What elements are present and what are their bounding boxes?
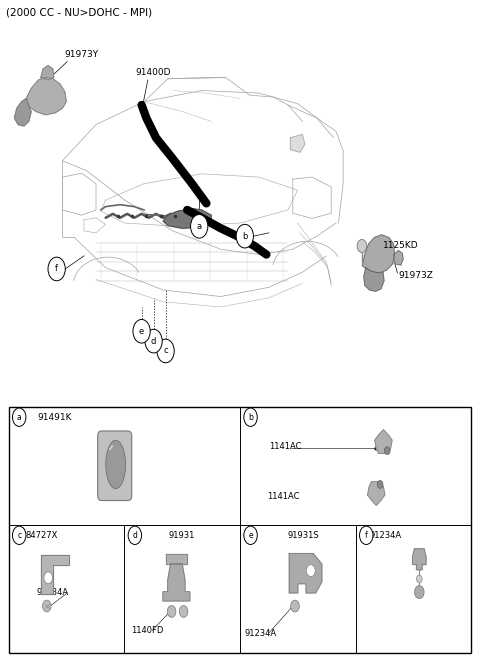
Text: f: f [55, 264, 58, 274]
Ellipse shape [106, 440, 126, 489]
Text: 91400D: 91400D [136, 68, 171, 77]
Text: (2000 CC - NU>DOHC - MPI): (2000 CC - NU>DOHC - MPI) [6, 8, 152, 18]
Circle shape [236, 224, 253, 248]
Text: 1141AC: 1141AC [267, 492, 300, 501]
Circle shape [179, 605, 188, 617]
Text: e: e [139, 327, 144, 336]
Text: b: b [242, 232, 248, 241]
Text: 91931S: 91931S [288, 531, 319, 541]
Circle shape [360, 526, 373, 544]
Circle shape [128, 526, 142, 544]
Polygon shape [364, 268, 384, 291]
Text: 91973Z: 91973Z [398, 271, 433, 280]
Text: 91973Y: 91973Y [64, 50, 99, 59]
Text: 84727X: 84727X [25, 531, 58, 541]
Text: a: a [197, 222, 202, 231]
Text: c: c [163, 346, 168, 356]
Circle shape [307, 565, 315, 577]
Circle shape [384, 447, 390, 455]
Circle shape [291, 600, 300, 612]
Text: b: b [248, 413, 253, 422]
Circle shape [377, 480, 383, 488]
Polygon shape [289, 554, 322, 593]
Polygon shape [163, 564, 190, 601]
Polygon shape [166, 554, 187, 564]
Text: e: e [248, 531, 253, 540]
Text: 1125KD: 1125KD [383, 241, 419, 251]
Text: 1141AC: 1141AC [269, 442, 301, 451]
Text: a: a [17, 413, 22, 422]
Circle shape [12, 526, 26, 544]
Text: 91491K: 91491K [37, 413, 72, 422]
Circle shape [167, 605, 176, 617]
Polygon shape [394, 251, 403, 265]
Polygon shape [362, 235, 395, 273]
Circle shape [145, 329, 162, 353]
Text: 91234A: 91234A [245, 628, 277, 638]
Polygon shape [41, 555, 69, 594]
Circle shape [12, 408, 26, 426]
Polygon shape [41, 66, 54, 80]
Circle shape [415, 586, 424, 599]
Circle shape [133, 319, 150, 343]
Circle shape [244, 526, 257, 544]
Circle shape [48, 257, 65, 281]
Polygon shape [26, 77, 66, 115]
Polygon shape [163, 209, 211, 228]
Text: d: d [151, 337, 156, 346]
Polygon shape [290, 134, 305, 152]
Text: c: c [17, 531, 21, 540]
Polygon shape [14, 98, 31, 126]
FancyBboxPatch shape [98, 431, 132, 501]
Circle shape [44, 572, 52, 584]
Text: f: f [365, 531, 368, 540]
Circle shape [42, 600, 51, 612]
Circle shape [417, 575, 422, 583]
Bar [9, 407, 471, 653]
Polygon shape [368, 482, 385, 505]
Polygon shape [375, 430, 392, 453]
Circle shape [357, 239, 367, 253]
Circle shape [157, 339, 174, 363]
Circle shape [244, 408, 257, 426]
Text: 1140FD: 1140FD [132, 626, 164, 635]
Text: 91931: 91931 [169, 531, 195, 541]
Text: d: d [132, 531, 137, 540]
Text: 91234A: 91234A [36, 588, 69, 598]
Text: 91234A: 91234A [369, 531, 401, 541]
Circle shape [191, 215, 208, 238]
Polygon shape [413, 549, 426, 570]
